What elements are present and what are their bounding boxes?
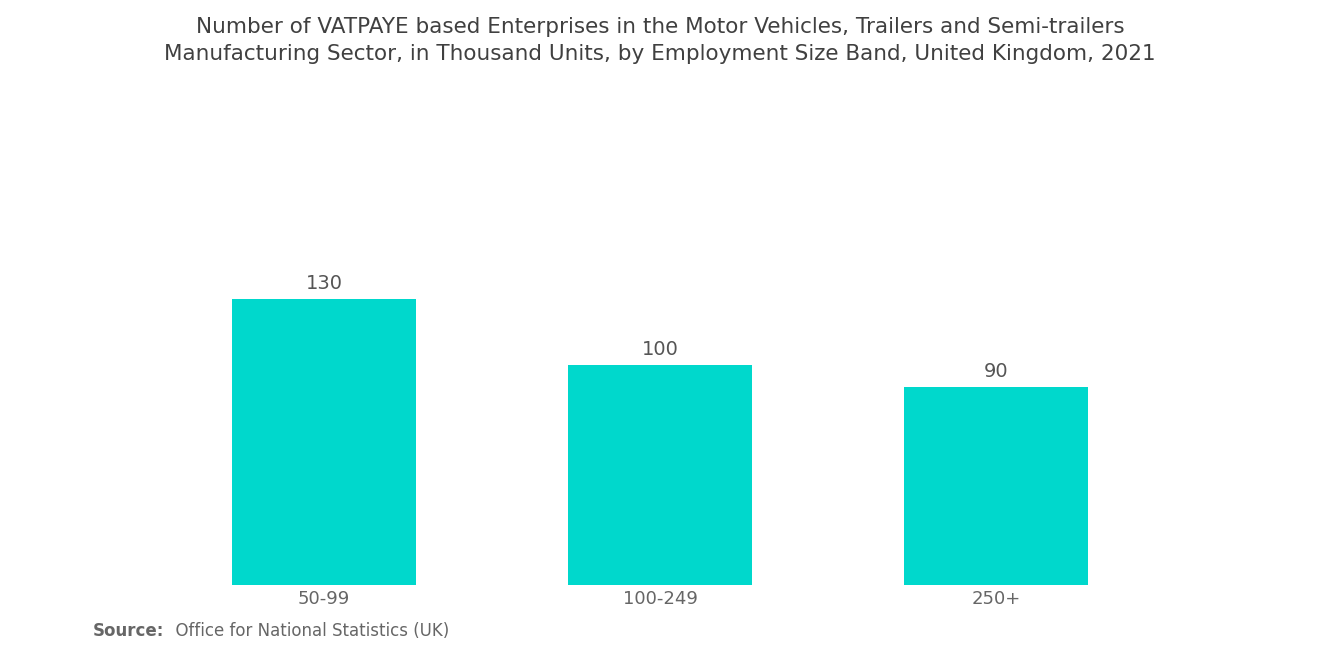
Bar	[904, 387, 1089, 585]
Text: Source:: Source:	[92, 622, 164, 640]
Text: Number of VATPAYE based Enterprises in the Motor Vehicles, Trailers and Semi-tra: Number of VATPAYE based Enterprises in t…	[164, 17, 1156, 64]
Text: 100: 100	[642, 340, 678, 359]
Bar	[231, 299, 416, 585]
Text: Office for National Statistics (UK): Office for National Statistics (UK)	[165, 622, 449, 640]
Text: 90: 90	[983, 362, 1008, 381]
Text: 130: 130	[305, 274, 342, 293]
Bar	[568, 365, 752, 585]
